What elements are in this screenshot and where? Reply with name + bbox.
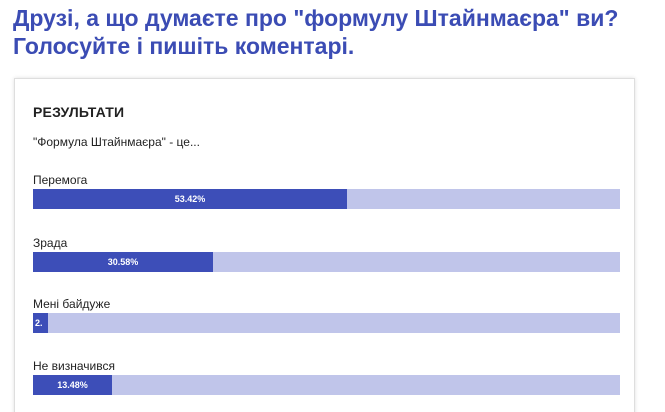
poll-bar-percent: 2. [35, 318, 43, 328]
poll-option-label: Перемога [33, 173, 88, 187]
poll-bar-percent: 30.58% [107, 257, 139, 267]
poll-bar-track: 53.42% [33, 189, 620, 209]
poll-bar-track: 30.58% [33, 252, 620, 272]
poll-bar-fill [33, 313, 48, 333]
poll-option-label: Не визначився [33, 359, 115, 373]
poll-bar-fill [33, 189, 347, 209]
poll-option-baiduzhe: Мені байдуже 2. [33, 297, 620, 333]
poll-option-ne-vyznachyvsia: Не визначився 13.48% [33, 359, 620, 395]
poll-bar-percent: 13.48% [57, 380, 88, 390]
poll-bar-fill [33, 252, 213, 272]
poll-option-label: Зрада [33, 236, 68, 250]
poll-bar-track: 2. [33, 313, 620, 333]
poll-bar-percent: 53.42% [174, 194, 206, 204]
poll-results-card: РЕЗУЛЬТАТИ "Формула Штайнмаєра" - це... … [14, 78, 635, 412]
results-heading: РЕЗУЛЬТАТИ [33, 104, 125, 120]
poll-option-label: Мені байдуже [33, 297, 111, 311]
poll-bar-fill [33, 375, 112, 395]
poll-question: "Формула Штайнмаєра" - це... [33, 135, 200, 149]
poll-option-peremoha: Перемога 53.42% [33, 173, 620, 209]
page-headline: Друзі, а що думаєте про "формулу Штайнма… [13, 5, 619, 59]
poll-bar-track: 13.48% [33, 375, 620, 395]
poll-option-zrada: Зрада 30.58% [33, 236, 620, 272]
